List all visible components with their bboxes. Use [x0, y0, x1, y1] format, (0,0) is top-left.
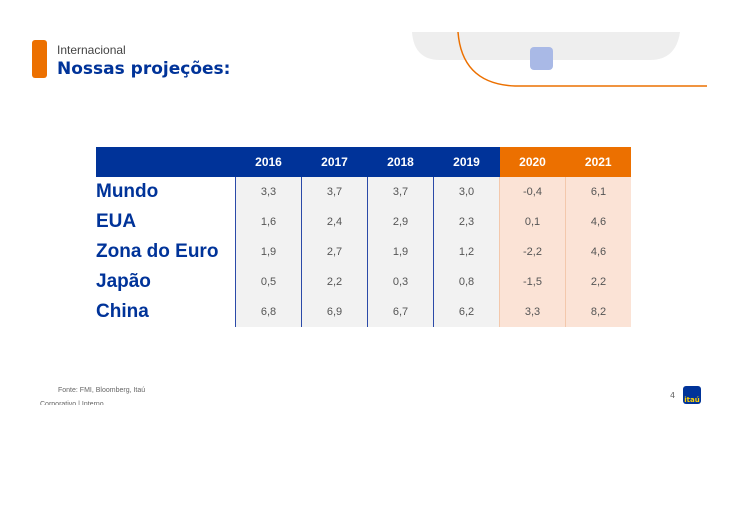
- column-header: 2017: [301, 147, 368, 177]
- accent-bar: [32, 40, 47, 78]
- column-header: 2021: [565, 147, 631, 177]
- cell: 1,9: [235, 237, 302, 267]
- column-header: 2016: [235, 147, 302, 177]
- cell: -0,4: [499, 177, 566, 207]
- projections-table: 2016 2017 2018 2019 2020 2021 Mundo 3,3 3,7 3,7 3…: [96, 147, 631, 327]
- source: Fonte: FMI, Bloomberg, Itaú: [58, 387, 146, 394]
- table-row: China 6,8 6,9 6,7 6,2 3,3 8,2: [96, 297, 631, 327]
- cell: 0,1: [499, 207, 566, 237]
- decoration: [412, 31, 707, 87]
- cell: 6,2: [433, 297, 500, 327]
- cell: 3,3: [499, 297, 566, 327]
- table-row: Mundo 3,3 3,7 3,7 3,0 -0,4 6,1: [96, 177, 631, 207]
- row-label: Zona do Euro: [96, 237, 236, 267]
- cell: 6,7: [367, 297, 434, 327]
- row-label: China: [96, 297, 236, 327]
- title: Nossas projeções:: [57, 59, 231, 79]
- classification: Corporativo | Interno: [40, 401, 104, 405]
- row-label: Mundo: [96, 177, 236, 207]
- cell: 6,1: [565, 177, 631, 207]
- cell: 0,3: [367, 267, 434, 297]
- cell: 6,8: [235, 297, 302, 327]
- cell: 6,9: [301, 297, 368, 327]
- table-row: Zona do Euro 1,9 2,7 1,9 1,2 -2,2 4,6: [96, 237, 631, 267]
- header-shape: [412, 32, 680, 60]
- table-body: Mundo 3,3 3,7 3,7 3,0 -0,4 6,1 EUA 1,6 2,4 2,9 2,3 0…: [96, 177, 631, 327]
- cell: 0,8: [433, 267, 500, 297]
- cell: -1,5: [499, 267, 566, 297]
- cell: 2,9: [367, 207, 434, 237]
- cell: 2,7: [301, 237, 368, 267]
- cell: 2,3: [433, 207, 500, 237]
- column-header: 2020: [499, 147, 566, 177]
- cell: 8,2: [565, 297, 631, 327]
- cell: 0,5: [235, 267, 302, 297]
- header-square: [530, 47, 553, 70]
- cell: 3,0: [433, 177, 500, 207]
- row-label: EUA: [96, 207, 236, 237]
- header-arc: [457, 31, 707, 87]
- cell: 3,7: [367, 177, 434, 207]
- cell: 2,2: [565, 267, 631, 297]
- cell: 3,3: [235, 177, 302, 207]
- cell: 2,4: [301, 207, 368, 237]
- cell: 2,2: [301, 267, 368, 297]
- cell: -2,2: [499, 237, 566, 267]
- page-number: 4: [670, 391, 676, 400]
- table-row: Japão 0,5 2,2 0,3 0,8 -1,5 2,2: [96, 267, 631, 297]
- cell: 3,7: [301, 177, 368, 207]
- row-label: Japão: [96, 267, 236, 297]
- cell: 1,2: [433, 237, 500, 267]
- logo: itaú: [683, 386, 701, 404]
- table-row: EUA 1,6 2,4 2,9 2,3 0,1 4,6: [96, 207, 631, 237]
- column-header: 2019: [433, 147, 500, 177]
- cell: 1,9: [367, 237, 434, 267]
- cell: 1,6: [235, 207, 302, 237]
- cell: 4,6: [565, 207, 631, 237]
- column-header: 2018: [367, 147, 434, 177]
- subtitle: Internacional: [57, 43, 126, 57]
- corner-cell: [96, 147, 236, 177]
- header-row: 2016 2017 2018 2019 2020 2021: [96, 147, 631, 177]
- cell: 4,6: [565, 237, 631, 267]
